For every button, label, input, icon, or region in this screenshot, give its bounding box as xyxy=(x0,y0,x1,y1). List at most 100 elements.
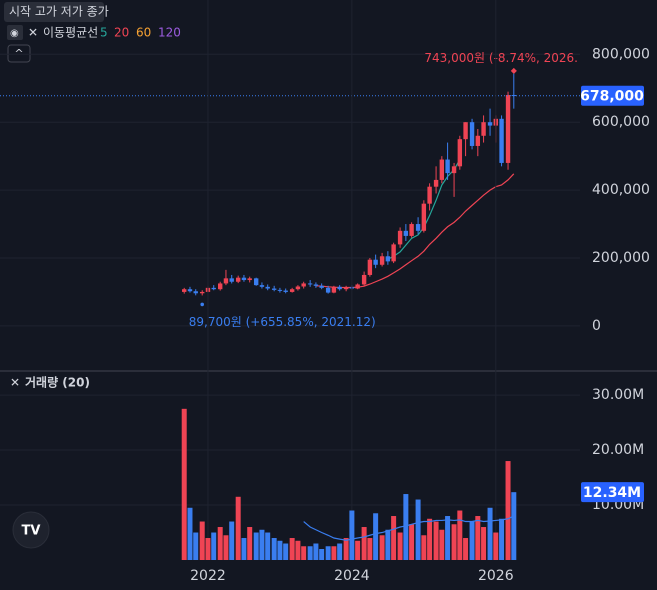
volume-bar xyxy=(343,538,349,560)
volume-bar xyxy=(277,540,283,560)
volume-bar xyxy=(439,529,445,560)
candle-body xyxy=(211,287,216,290)
candle-body xyxy=(337,286,342,290)
volume-bar xyxy=(205,538,211,560)
ma-legend: 60 xyxy=(136,26,151,40)
candle-body xyxy=(409,224,414,236)
volume-bar xyxy=(361,527,367,560)
candle-body xyxy=(427,186,432,204)
y-tick-label: 800,000 xyxy=(592,46,650,62)
candle-body xyxy=(331,286,337,293)
y-tick-label: 0 xyxy=(592,318,601,334)
candle-body xyxy=(343,287,349,290)
volume-bar xyxy=(289,538,295,560)
ma-legend: 20 xyxy=(114,26,129,40)
volume-bar xyxy=(349,510,355,560)
y-tick-label: 20.00M xyxy=(592,442,644,458)
volume-bar xyxy=(397,532,403,560)
volume-bar xyxy=(487,507,493,560)
candle-body xyxy=(463,122,468,140)
current-price-label: 678,000 xyxy=(580,89,644,105)
x-tick-label: 2022 xyxy=(190,568,226,584)
volume-bar xyxy=(265,532,271,560)
low-annotation: 89,700원 (+655.85%, 2021.12) xyxy=(189,315,376,329)
volume-bar xyxy=(307,546,313,560)
volume-close-icon[interactable]: ✕ xyxy=(10,376,20,390)
candle-body xyxy=(277,289,283,291)
high-annotation: 743,000원 (-8.74%, 2026. xyxy=(424,51,578,65)
volume-bar xyxy=(211,532,217,560)
ma-line xyxy=(315,173,515,289)
eye-icon[interactable] xyxy=(7,25,23,40)
volume-bar xyxy=(247,527,253,560)
volume-bar xyxy=(463,538,469,560)
volume-bar xyxy=(415,499,421,560)
volume-bar xyxy=(337,543,343,560)
candle-body xyxy=(247,278,252,281)
candle-body xyxy=(235,277,241,282)
volume-bar xyxy=(493,532,499,560)
candle-body xyxy=(373,259,378,265)
candle-body xyxy=(505,95,511,163)
candle-body xyxy=(319,285,324,288)
logo-glyph: TV xyxy=(22,524,41,539)
current-volume-label: 12.34M xyxy=(583,485,641,501)
volume-bar xyxy=(283,543,289,560)
candle-body xyxy=(295,286,301,290)
collapse-glyph: ^ xyxy=(14,47,23,60)
current-price-tag xyxy=(581,85,644,106)
candle-body xyxy=(475,135,481,146)
candle-body xyxy=(253,278,259,286)
candle-body xyxy=(457,139,463,167)
volume-bar xyxy=(505,461,511,560)
volume-bar xyxy=(457,510,463,560)
y-tick-label: 400,000 xyxy=(592,182,650,198)
volume-bar xyxy=(499,518,505,560)
volume-bar xyxy=(319,549,325,560)
volume-bar xyxy=(187,507,193,560)
high-marker: ◆ xyxy=(511,66,518,75)
logo[interactable] xyxy=(12,511,50,549)
candle-body xyxy=(439,159,445,180)
volume-bar xyxy=(301,546,307,560)
volume-bar xyxy=(445,516,451,560)
close-icon[interactable]: ✕ xyxy=(28,26,38,40)
volume-bar xyxy=(235,496,241,560)
candle-body xyxy=(451,166,457,174)
volume-bar xyxy=(253,532,259,560)
volume-ma-line xyxy=(303,515,515,541)
candle-body xyxy=(499,118,504,163)
candle-body xyxy=(403,230,409,236)
candle-body xyxy=(397,230,403,245)
x-tick-label: 2026 xyxy=(478,568,514,584)
volume-bar xyxy=(373,513,379,560)
volume-bar xyxy=(259,529,265,560)
y-tick-label: 600,000 xyxy=(592,114,650,130)
volume-bar xyxy=(469,521,475,560)
volume-bar xyxy=(325,546,331,560)
volume-bar xyxy=(217,527,223,560)
ma-legend: 120 xyxy=(158,26,181,40)
volume-title: 거래량 (20) xyxy=(25,375,90,390)
ma-label: 이동평균선 xyxy=(43,26,98,40)
ohlc-label: 시작 고가 저가 종가 xyxy=(9,5,109,19)
candle-body xyxy=(391,244,396,262)
candle-body xyxy=(283,290,288,292)
volume-bar xyxy=(475,516,481,560)
candle-body xyxy=(421,203,427,231)
candle-body xyxy=(271,288,277,290)
candle-body xyxy=(385,256,391,262)
volume-bar xyxy=(511,492,517,560)
y-tick-label: 200,000 xyxy=(592,250,650,266)
candle-body xyxy=(325,287,331,293)
low-marker xyxy=(200,302,205,307)
volume-bar xyxy=(385,529,391,560)
candle-body xyxy=(355,284,360,289)
volume-bar xyxy=(391,516,397,560)
candle-body xyxy=(223,278,229,284)
x-tick-label: 2024 xyxy=(334,568,370,584)
collapse-button[interactable] xyxy=(7,44,31,63)
candle-body xyxy=(307,283,313,285)
candle-body xyxy=(289,289,295,292)
